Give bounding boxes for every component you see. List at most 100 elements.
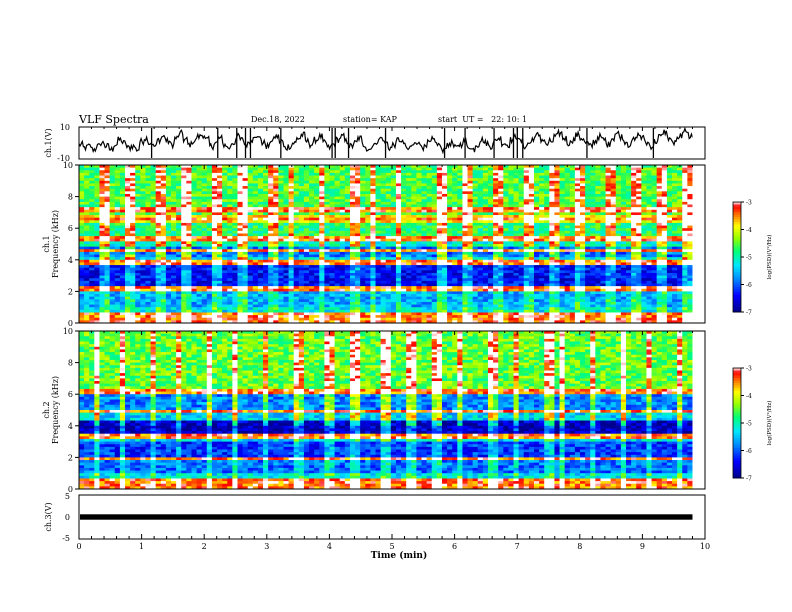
ch1-spectrogram-cell	[211, 301, 218, 305]
ch1-spectrogram-cell	[268, 212, 274, 216]
ch1-spectrogram-cell	[314, 296, 320, 300]
ch1-spectrogram-cell	[314, 201, 320, 205]
ch1-spectrogram-cell	[329, 320, 336, 324]
ch1-spectrogram-cell	[196, 251, 203, 255]
ch1-spectrogram-cell	[487, 217, 494, 221]
ch1-spectrogram-cell	[406, 165, 412, 169]
ch1-spectrogram-cell	[395, 225, 402, 229]
ch1-spectrogram-cell	[385, 196, 392, 200]
ch1-spectrogram-cell	[441, 199, 448, 203]
ch1-spectrogram-cell	[273, 180, 279, 184]
ch1-spectrogram-cell	[222, 196, 228, 200]
ch1-spectrogram-cell	[324, 167, 330, 171]
ch1-spectrogram-cell	[380, 175, 387, 179]
ch1-spectrogram-cell	[160, 191, 167, 195]
ch1-spectrogram-cell	[150, 165, 157, 169]
ch1-spectrogram-cell	[349, 207, 356, 211]
ch1-spectrogram-cell	[421, 236, 428, 240]
ch1-spectrogram-cell	[344, 201, 351, 205]
ch1-spectrogram-cell	[493, 272, 499, 276]
ch1-spectrogram-cell	[232, 265, 238, 269]
ch1-spectrogram-cell	[252, 320, 259, 324]
ch1-spectrogram-cell	[401, 267, 407, 271]
ch1-spectrogram-cell	[288, 188, 295, 192]
ch1-spectrogram-cell	[406, 180, 412, 184]
ch1-spectrogram-cell	[94, 199, 100, 203]
ch1-spectrogram-cell	[140, 193, 146, 197]
ch1-spectrogram-cell	[390, 233, 397, 237]
ch1-spectrogram-cell	[370, 265, 376, 269]
ch1-spectrogram-cell	[416, 251, 422, 255]
ch1-spectrogram-cell	[298, 212, 305, 216]
ch1-spectrogram-cell	[487, 299, 494, 303]
ch1-spectrogram-cell	[135, 233, 141, 237]
ch1-spectrogram-cell	[257, 262, 264, 266]
ch1-spectrogram-cell	[181, 209, 187, 213]
ch1-spectrogram-cell	[360, 278, 366, 282]
ch1-spectrogram-cell	[370, 275, 376, 279]
ch1-spectrogram-cell	[232, 315, 238, 319]
ch1-spectrogram-cell	[79, 215, 85, 219]
ch1-spectrogram-cell	[165, 199, 172, 203]
ch1-spectrogram-cell	[104, 315, 111, 319]
ch1-spectrogram-cell	[452, 225, 458, 229]
ch1-spectrogram-cell	[257, 249, 264, 253]
ch1-spectrogram-cell	[145, 244, 151, 248]
ch1-spectrogram-cell	[109, 254, 116, 258]
ch1-spectrogram-cell	[119, 186, 126, 190]
ch1-spectrogram-cell	[472, 191, 479, 195]
ch1-spectrogram-cell	[360, 312, 366, 316]
ch1-spectrogram-cell	[416, 244, 422, 248]
ch1-spectrogram-cell	[452, 167, 458, 171]
ch1-spectrogram-cell	[211, 257, 218, 261]
ch1-spectrogram-cell	[375, 294, 382, 298]
ch1-spectrogram-cell	[406, 196, 412, 200]
ch1-spectrogram-cell	[171, 312, 177, 316]
ch1-spectrogram-cell	[416, 304, 422, 308]
ch1-spectrogram-cell	[89, 244, 95, 248]
ch1-spectrogram-cell	[406, 191, 412, 195]
ch1-spectrogram-cell	[309, 241, 315, 245]
ch1-spectrogram-cell	[145, 170, 151, 174]
ch1-spectrogram-cell	[176, 222, 182, 226]
ch1-spectrogram-cell	[283, 259, 289, 263]
ch1-spectrogram-cell	[344, 241, 351, 245]
ch1-spectrogram-cell	[288, 283, 295, 287]
ch1-spectrogram-cell	[314, 257, 320, 261]
ch1-spectrogram-cell	[211, 278, 218, 282]
ch1-spectrogram-cell	[339, 233, 346, 237]
ch1-spectrogram-cell	[217, 249, 223, 253]
ch1-spectrogram-cell	[426, 254, 433, 258]
ch1-spectrogram-cell	[130, 170, 136, 174]
ch1-spectrogram-cell	[477, 180, 484, 184]
ch1-spectrogram-cell	[89, 259, 95, 263]
ch1-spectrogram-cell	[222, 301, 228, 305]
ch1-spectrogram-cell	[227, 278, 233, 282]
ch1-spectrogram-cell	[421, 207, 428, 211]
ch1-spectrogram-cell	[217, 288, 223, 292]
ch1-spectrogram-cell	[431, 178, 438, 182]
ch1-spectrogram-cell	[252, 233, 259, 237]
ch1-spectrogram-cell	[232, 241, 238, 245]
ch1-spectrogram-cell	[237, 178, 243, 182]
ch1-spectrogram-cell	[375, 230, 382, 234]
ch1-spectrogram-cell	[160, 241, 167, 245]
ch1-spectrogram-cell	[436, 212, 443, 216]
ch1-spectrogram-cell	[196, 267, 203, 271]
ch1-spectrogram-cell	[227, 217, 233, 221]
ch1-spectrogram-cell	[344, 280, 351, 284]
ch1-spectrogram-cell	[140, 199, 146, 203]
ch1-spectrogram-cell	[165, 286, 172, 290]
ch1-spectrogram-cell	[171, 267, 177, 271]
ch1-spectrogram-cell	[406, 204, 412, 208]
ch1-spectrogram-cell	[339, 296, 346, 300]
ch1-spectrogram-cell	[447, 254, 453, 258]
ch1-spectrogram-cell	[298, 175, 305, 179]
ch1-spectrogram-cell	[401, 286, 407, 290]
ch1-spectrogram-cell	[370, 220, 376, 224]
ch1-spectrogram-cell	[380, 275, 387, 279]
ch1-spectrogram-cell	[298, 220, 305, 224]
ch1-spectrogram-cell	[426, 309, 433, 313]
ch1-spectrogram-cell	[395, 167, 402, 171]
ch1-spectrogram-cell	[355, 201, 361, 205]
